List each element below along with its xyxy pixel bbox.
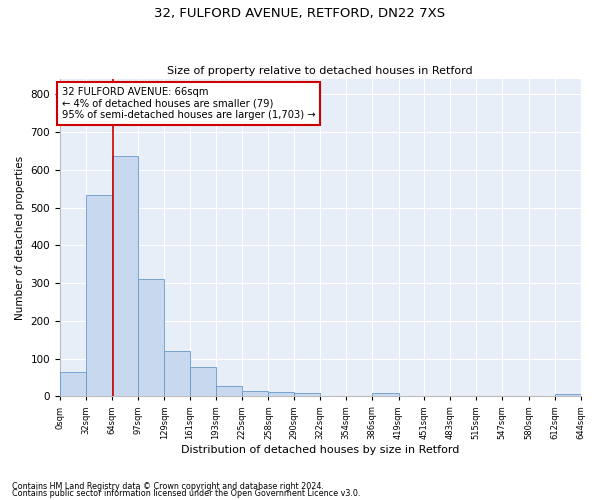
Bar <box>268 392 295 396</box>
Bar <box>216 386 242 396</box>
Bar <box>295 392 320 396</box>
Text: Contains HM Land Registry data © Crown copyright and database right 2024.: Contains HM Land Registry data © Crown c… <box>12 482 324 491</box>
Bar <box>164 351 190 397</box>
Bar <box>190 367 216 396</box>
Bar <box>112 156 139 396</box>
X-axis label: Distribution of detached houses by size in Retford: Distribution of detached houses by size … <box>181 445 460 455</box>
Text: 32 FULFORD AVENUE: 66sqm
← 4% of detached houses are smaller (79)
95% of semi-de: 32 FULFORD AVENUE: 66sqm ← 4% of detache… <box>62 86 315 120</box>
Bar <box>86 194 112 396</box>
Bar <box>60 372 86 396</box>
Text: Contains public sector information licensed under the Open Government Licence v3: Contains public sector information licen… <box>12 490 361 498</box>
Y-axis label: Number of detached properties: Number of detached properties <box>15 156 25 320</box>
Title: Size of property relative to detached houses in Retford: Size of property relative to detached ho… <box>167 66 473 76</box>
Bar <box>242 390 268 396</box>
Text: 32, FULFORD AVENUE, RETFORD, DN22 7XS: 32, FULFORD AVENUE, RETFORD, DN22 7XS <box>154 8 446 20</box>
Bar <box>139 278 164 396</box>
Bar <box>372 393 398 396</box>
Bar <box>554 394 581 396</box>
